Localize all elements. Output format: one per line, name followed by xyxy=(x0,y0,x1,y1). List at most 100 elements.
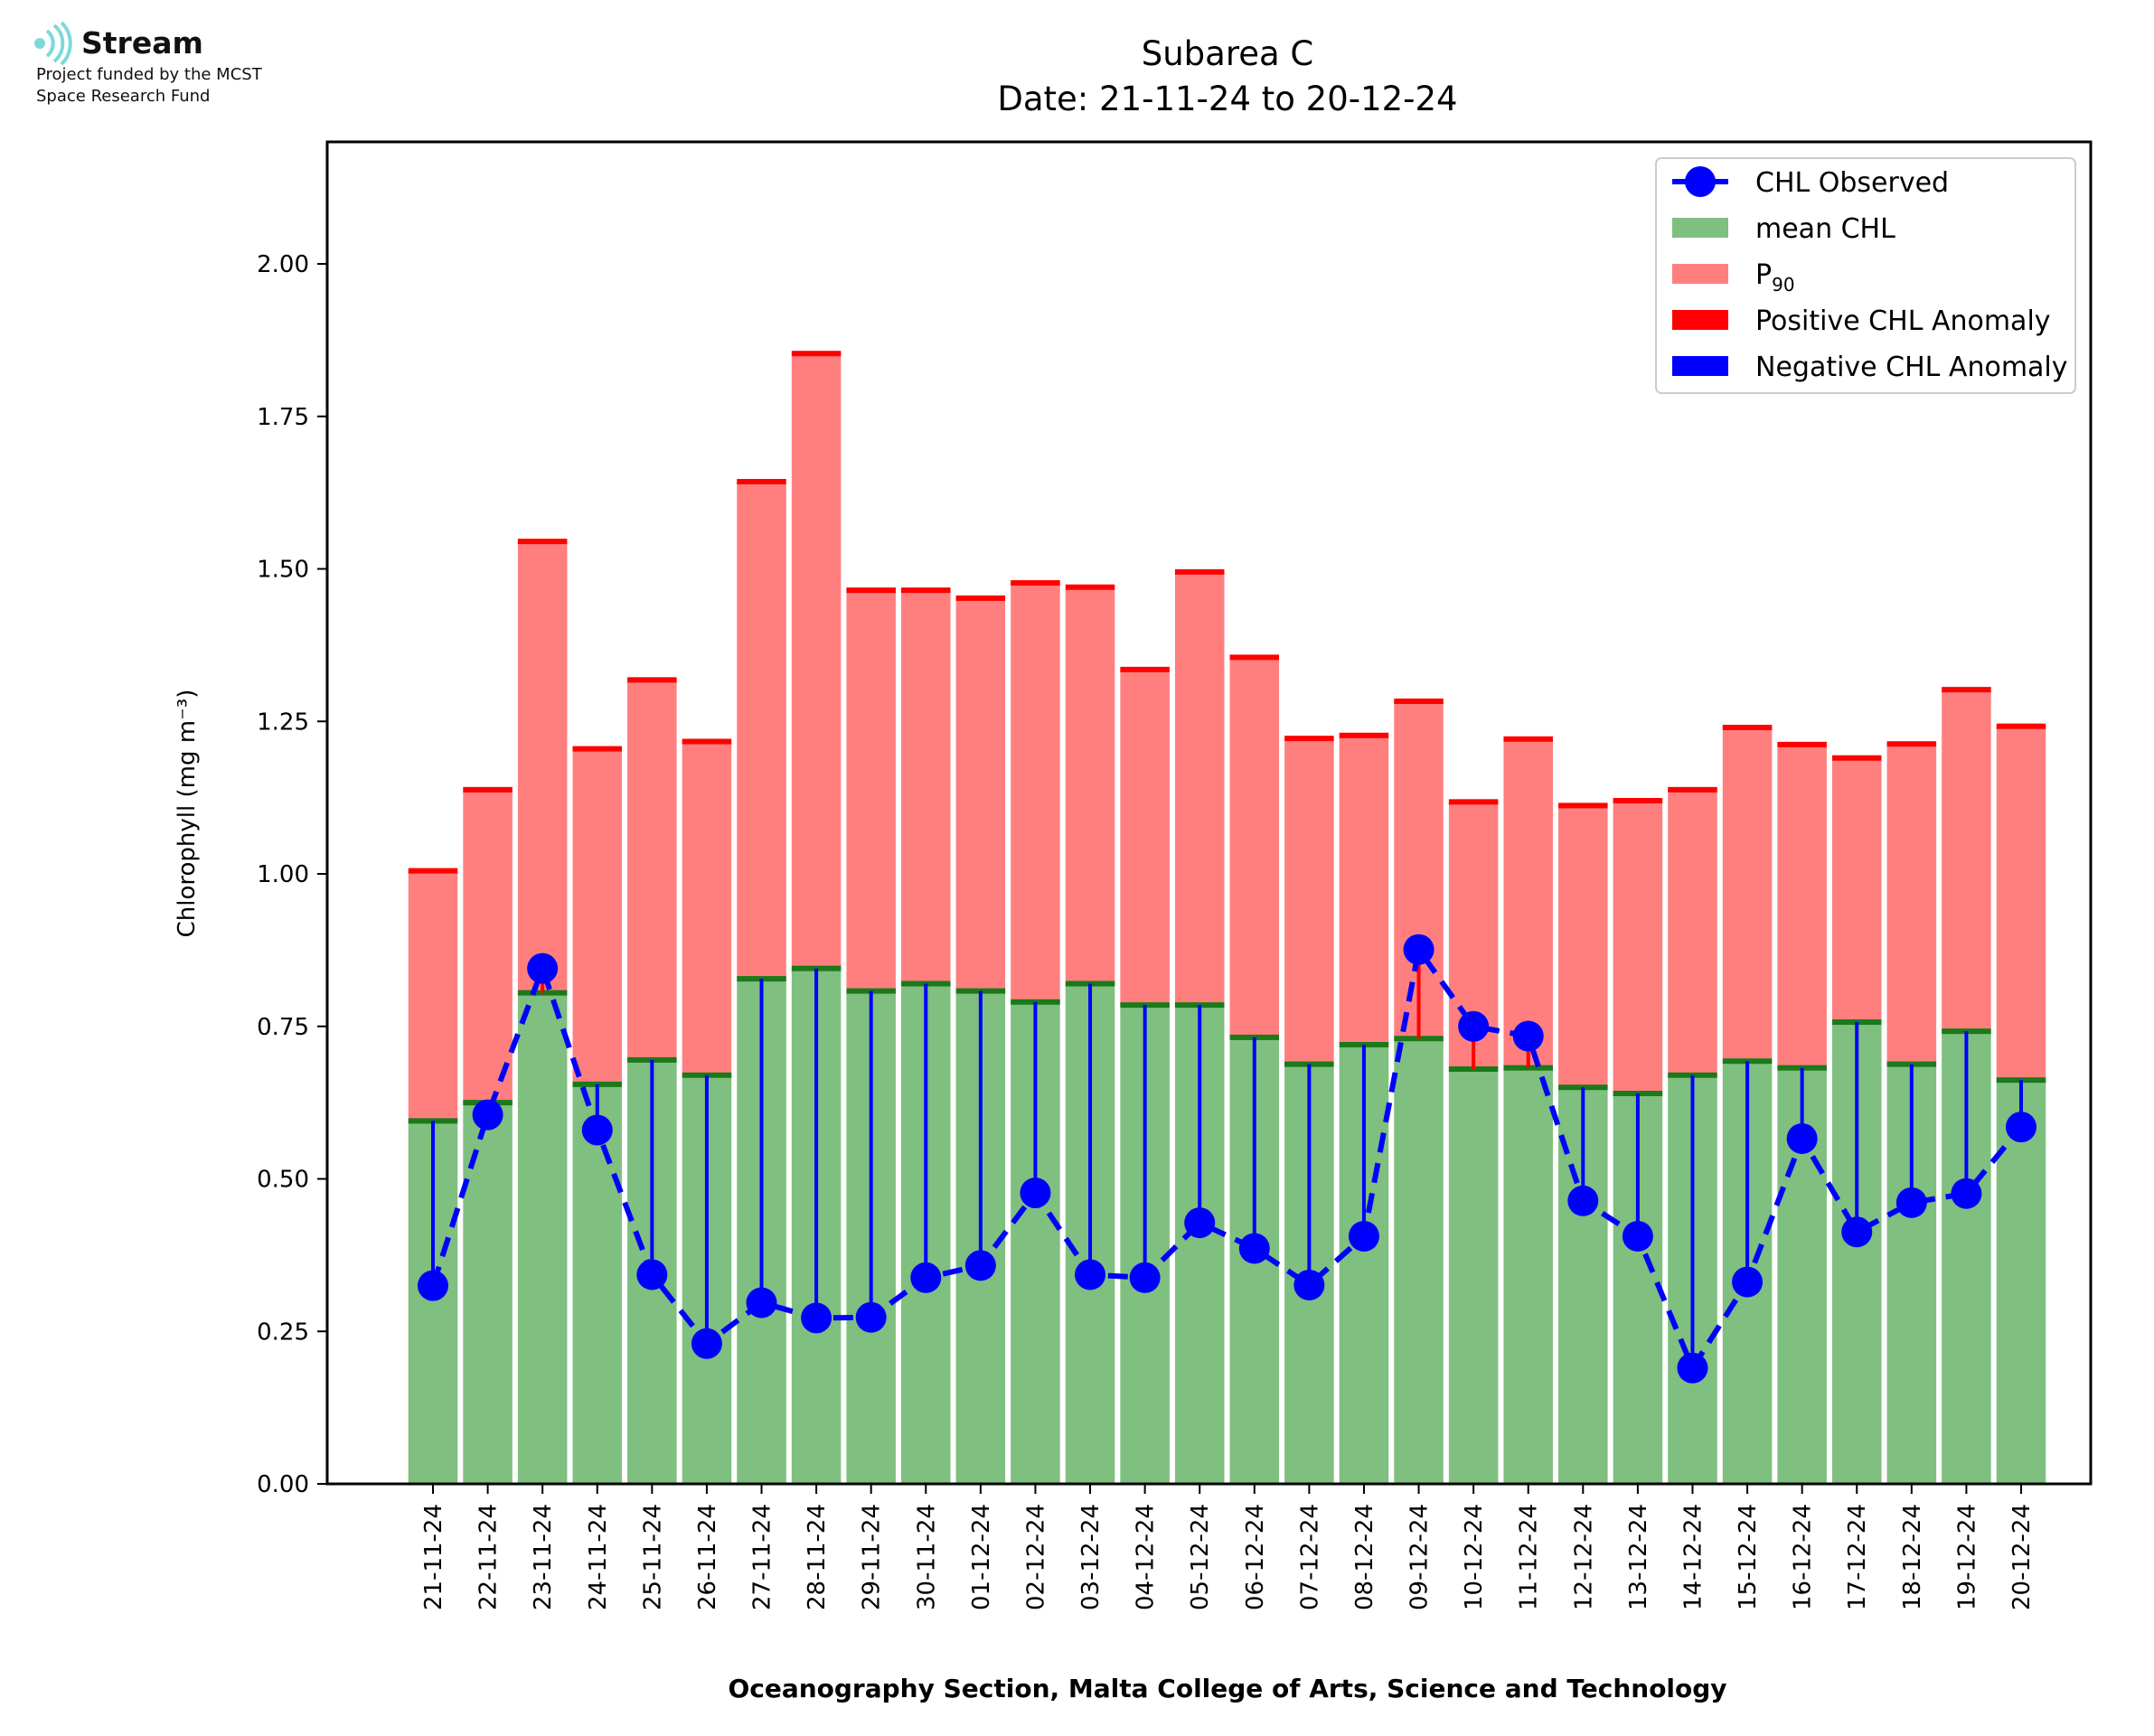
logo-name: Stream xyxy=(81,25,203,61)
p90-bar xyxy=(1996,726,2046,1081)
p90-bar xyxy=(1558,805,1608,1088)
observed-point xyxy=(527,952,559,984)
observed-point xyxy=(1895,1187,1927,1218)
observed-point xyxy=(1020,1178,1051,1209)
p90-bar xyxy=(463,789,513,1103)
observed-point xyxy=(1841,1216,1873,1248)
observed-point xyxy=(964,1250,996,1281)
x-tick-label: 04-12-24 xyxy=(1133,1504,1160,1610)
y-tick-label: 1.50 xyxy=(257,557,309,584)
legend-label: CHL Observed xyxy=(1755,167,1949,199)
p90-bar xyxy=(1229,657,1280,1037)
p90-cap xyxy=(1284,736,1334,742)
stream-logo: Stream Project funded by the MCST Space … xyxy=(33,22,358,121)
p90-bar xyxy=(408,870,458,1121)
observed-point xyxy=(2006,1112,2036,1143)
mean-bar xyxy=(1394,1038,1444,1484)
x-tick-label: 25-11-24 xyxy=(639,1504,666,1610)
x-tick-label: 06-12-24 xyxy=(1242,1504,1269,1610)
p90-cap xyxy=(1942,687,1991,693)
x-tick-label: 28-11-24 xyxy=(804,1504,831,1610)
p90-cap xyxy=(737,478,786,484)
y-tick-label: 1.25 xyxy=(257,708,309,736)
p90-bar xyxy=(1722,727,1773,1062)
p90-cap xyxy=(846,587,896,594)
p90-cap xyxy=(1668,786,1717,793)
x-tick-label: 05-12-24 xyxy=(1187,1504,1214,1610)
p90-bar xyxy=(901,590,951,984)
y-axis: 0.00 0.25 0.50 0.75 1.00 1.25 1.50 1.75 2.00 xyxy=(257,251,327,1498)
p90-cap xyxy=(1120,666,1170,672)
p90-cap xyxy=(1613,798,1663,803)
observed-point xyxy=(581,1114,613,1146)
p90-bar xyxy=(1831,757,1882,1023)
observed-point xyxy=(1732,1266,1764,1298)
x-tick-label: 24-11-24 xyxy=(585,1504,612,1610)
x-tick-label: 03-12-24 xyxy=(1077,1504,1105,1610)
p90-bar xyxy=(1503,738,1553,1068)
x-tick-label: 30-11-24 xyxy=(913,1504,940,1610)
y-tick-label: 1.00 xyxy=(257,861,309,888)
legend-label-text: Positive CHL Anomaly xyxy=(1755,305,2051,337)
x-tick-label: 10-12-24 xyxy=(1461,1504,1488,1610)
p90-cap xyxy=(1065,584,1115,590)
p90-bar xyxy=(791,353,842,969)
p90-bar xyxy=(1886,744,1937,1065)
observed-point xyxy=(1951,1178,1982,1209)
x-tick-label: 11-12-24 xyxy=(1516,1504,1543,1610)
legend-dot-icon xyxy=(1685,166,1716,197)
legend-box xyxy=(1655,157,2076,394)
observed-point xyxy=(801,1302,832,1334)
p90-bar xyxy=(1065,586,1115,984)
observed-point xyxy=(418,1270,448,1301)
y-tick-label: 0.25 xyxy=(257,1318,309,1346)
observed-point xyxy=(746,1287,777,1318)
p90-cap xyxy=(1831,755,1882,761)
x-tick-label: 12-12-24 xyxy=(1570,1504,1597,1610)
x-tick-label: 22-11-24 xyxy=(475,1504,503,1610)
observed-point xyxy=(1184,1207,1216,1239)
observed-point xyxy=(472,1099,503,1131)
p90-cap xyxy=(1722,725,1773,730)
p90-cap xyxy=(572,746,623,752)
x-tick-label: 02-12-24 xyxy=(1022,1504,1049,1610)
logo-funding-line-1: Project funded by the MCST xyxy=(36,65,262,84)
p90-cap xyxy=(517,539,568,545)
observed-point xyxy=(1622,1220,1653,1252)
x-tick-label: 01-12-24 xyxy=(968,1504,995,1610)
legend: CHL Observed mean CHL P90 Positive CHL Anom… xyxy=(1655,157,2076,394)
observed-point xyxy=(1129,1262,1161,1293)
legend-label-subscript: 90 xyxy=(1772,274,1794,296)
plot-frame xyxy=(325,140,2093,1486)
observed-point xyxy=(1403,934,1434,965)
observed-point xyxy=(1512,1020,1544,1052)
bars-layer xyxy=(408,351,2046,1484)
x-tick-label: 20-12-24 xyxy=(2008,1504,2036,1610)
p90-cap xyxy=(408,868,458,874)
observed-point xyxy=(1786,1122,1818,1154)
p90-cap xyxy=(791,351,842,357)
chart-subtitle: Date: 21-11-24 to 20-12-24 xyxy=(997,80,1457,118)
p90-cap xyxy=(1174,568,1225,575)
p90-bar xyxy=(517,541,568,993)
legend-label: Negative CHL Anomaly xyxy=(1755,352,2068,383)
p90-bar xyxy=(627,680,677,1060)
p90-cap xyxy=(901,587,951,594)
p90-cap xyxy=(682,738,732,745)
observed-line xyxy=(430,943,2024,1375)
p90-cap xyxy=(1558,802,1608,809)
p90-cap xyxy=(1996,723,2046,729)
mean-bar xyxy=(1448,1069,1499,1484)
mean-bar xyxy=(572,1084,623,1484)
observed-point xyxy=(1075,1259,1106,1290)
mean-bar xyxy=(1503,1067,1553,1484)
p90-bar xyxy=(1668,789,1717,1075)
p90-bar xyxy=(1174,571,1225,1006)
anomaly-layer xyxy=(431,949,2023,1368)
p90-bar xyxy=(1120,669,1170,1006)
p90-bar xyxy=(846,590,896,991)
p90-bar xyxy=(572,748,623,1084)
p90-cap xyxy=(1448,799,1499,805)
p90-bar xyxy=(955,597,1006,991)
